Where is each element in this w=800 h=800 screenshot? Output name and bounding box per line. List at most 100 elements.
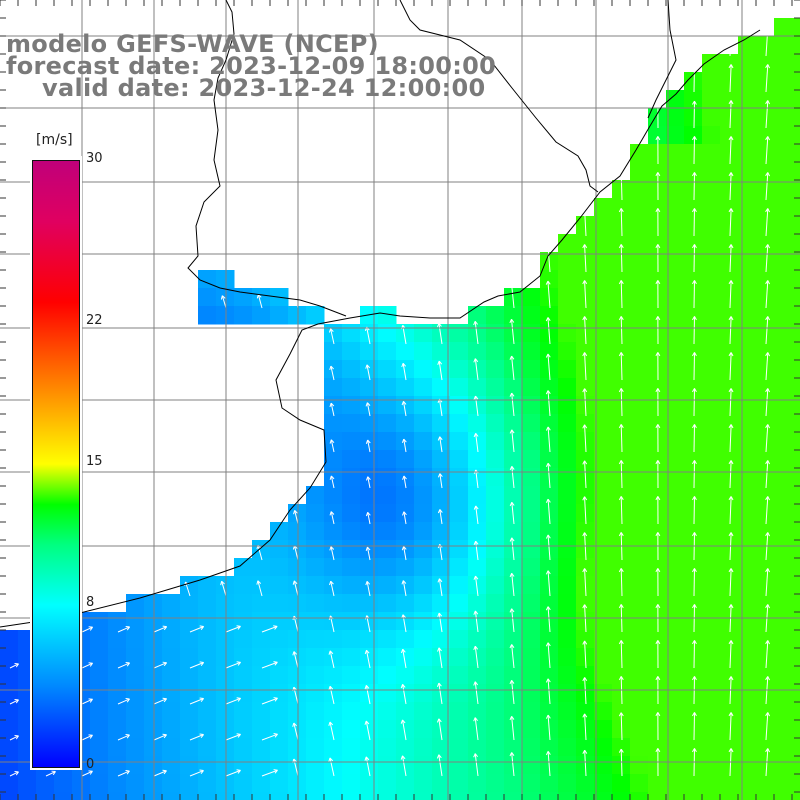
- wind-arrow: [655, 136, 661, 165]
- field-cell: [288, 720, 307, 739]
- field-cell: [558, 450, 577, 469]
- field-cell: [324, 774, 343, 793]
- coast-north-lagoon: [647, 0, 677, 119]
- field-cell: [774, 540, 793, 559]
- field-cell: [666, 648, 685, 667]
- field-cell: [684, 558, 703, 577]
- field-cell: [666, 108, 685, 127]
- field-cell: [792, 756, 800, 775]
- wind-arrow: [329, 511, 335, 525]
- field-cell: [378, 558, 397, 577]
- field-cell: [450, 378, 469, 397]
- field-cell: [774, 702, 793, 721]
- field-cell: [666, 450, 685, 469]
- wind-arrow: [366, 476, 371, 489]
- wind-arrow: [220, 580, 227, 597]
- field-cell: [612, 666, 631, 685]
- wind-arrow: [545, 714, 551, 741]
- wind-arrow: [728, 28, 734, 57]
- field-cell: [90, 648, 109, 667]
- field-cell: [342, 702, 361, 721]
- field-cell: [144, 774, 163, 793]
- field-cell: [774, 360, 793, 379]
- field-cell: [684, 774, 703, 793]
- field-cell: [486, 540, 505, 559]
- field-cell: [648, 702, 667, 721]
- field-cell: [522, 612, 541, 631]
- field-cell: [792, 594, 800, 613]
- field-cell: [720, 630, 739, 649]
- field-cell: [756, 666, 775, 685]
- wind-arrow: [436, 682, 443, 705]
- field-cell: [630, 198, 649, 217]
- field-cell: [594, 594, 613, 613]
- wind-arrow: [765, 460, 771, 489]
- field-cell: [684, 648, 703, 667]
- field-cell: [576, 270, 595, 289]
- field-cell: [630, 324, 649, 343]
- field-cell: [468, 342, 487, 361]
- field-cell: [414, 324, 433, 343]
- wind-arrow: [618, 712, 624, 741]
- field-cell: [252, 774, 271, 793]
- wind-arrow: [364, 685, 371, 705]
- field-cell: [468, 522, 487, 541]
- field-cell: [720, 324, 739, 343]
- field-cell: [756, 414, 775, 433]
- field-cell: [324, 648, 343, 667]
- field-cell: [756, 342, 775, 361]
- wind-arrow: [473, 575, 479, 597]
- field-cell: [702, 684, 721, 703]
- field-cell: [684, 486, 703, 505]
- field-cell: [234, 738, 253, 757]
- field-cell: [792, 342, 800, 361]
- field-cell: [234, 702, 253, 721]
- field-cell: [270, 702, 289, 721]
- field-cell: [522, 792, 541, 800]
- wind-arrow: [545, 353, 551, 381]
- field-cell: [396, 792, 415, 800]
- wind-arrow: [473, 505, 479, 525]
- field-cell: [756, 54, 775, 73]
- field-cell: [684, 378, 703, 397]
- field-cell: [144, 720, 163, 739]
- field-cell: [342, 666, 361, 685]
- field-cell: [414, 684, 433, 703]
- field-cell: [216, 594, 235, 613]
- field-cell: [216, 756, 235, 775]
- field-cell: [630, 144, 649, 163]
- field-cell: [468, 414, 487, 433]
- field-cell: [738, 648, 757, 667]
- field-cell: [108, 792, 127, 800]
- field-cell: [324, 738, 343, 757]
- wind-arrow: [9, 771, 19, 777]
- field-cell: [108, 666, 127, 685]
- field-cell: [90, 792, 109, 800]
- field-cell: [414, 792, 433, 800]
- field-cell: [504, 342, 523, 361]
- field-cell: [666, 558, 685, 577]
- wind-arrow: [655, 640, 661, 669]
- field-cell: [558, 396, 577, 415]
- field-cell: [234, 576, 253, 595]
- field-cell: [612, 198, 631, 217]
- field-cell: [342, 612, 361, 631]
- field-cell: [720, 414, 739, 433]
- field-cell: [792, 54, 800, 73]
- wind-arrow: [402, 475, 407, 489]
- field-cell: [774, 720, 793, 739]
- field-cell: [486, 756, 505, 775]
- field-cell: [468, 720, 487, 739]
- field-cell: [306, 630, 325, 649]
- field-cell: [666, 666, 685, 685]
- field-cell: [198, 720, 217, 739]
- field-cell: [648, 216, 667, 235]
- wind-arrow: [401, 362, 407, 381]
- field-cell: [522, 666, 541, 685]
- field-cell: [720, 270, 739, 289]
- field-cell: [774, 324, 793, 343]
- wind-arrow: [189, 661, 205, 669]
- field-cell: [702, 180, 721, 199]
- field-cell: [504, 378, 523, 397]
- field-cell: [774, 72, 793, 91]
